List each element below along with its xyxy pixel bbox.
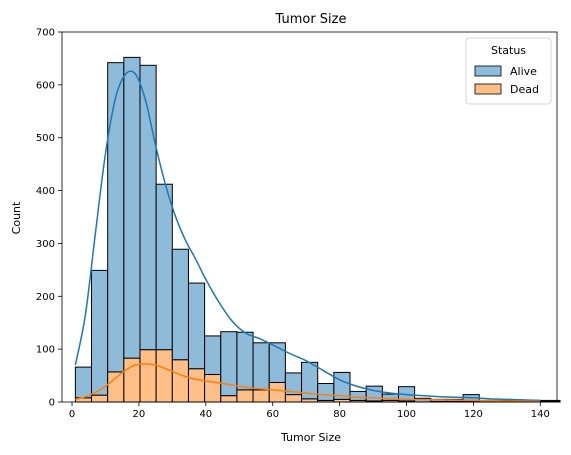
bar-dead-4 — [139, 349, 157, 403]
bar-dead-6 — [171, 359, 189, 403]
bar-alive-0 — [74, 366, 93, 399]
x-tick-label: 120 — [464, 409, 483, 420]
legend: Status Alive Dead — [465, 37, 552, 105]
bar-alive-17 — [349, 390, 367, 401]
x-axis-label: Tumor Size — [280, 431, 341, 444]
x-tick-label: 80 — [333, 409, 346, 420]
kde-line-dead — [75, 363, 541, 403]
bar-alive-6 — [171, 248, 189, 361]
chart-title: Tumor Size — [275, 12, 347, 27]
bar-alive-11 — [252, 342, 270, 391]
bar-dead-10 — [236, 389, 254, 403]
bar-dead-13 — [284, 394, 303, 403]
y-tick-label: 400 — [36, 186, 55, 197]
x-tick-label: 100 — [397, 409, 416, 420]
bar-alive-15 — [317, 383, 335, 401]
legend-swatch-alive — [474, 65, 502, 77]
bar-dead-11 — [252, 389, 270, 403]
bar-alive-1 — [91, 269, 109, 396]
kde-line-alive — [74, 70, 541, 402]
bar-dead-12 — [268, 381, 286, 403]
y-tick-label: 0 — [49, 398, 55, 409]
bar-dead-9 — [220, 395, 238, 403]
bar-alive-29 — [543, 399, 561, 402]
x-tick-label: 20 — [133, 409, 146, 420]
bar-alive-5 — [155, 183, 173, 351]
y-axis-label: Count — [10, 201, 23, 234]
legend-swatch-dead — [474, 83, 502, 95]
bar-alive-8 — [204, 335, 222, 376]
legend-label-alive: Alive — [510, 65, 537, 78]
bar-alive-2 — [107, 62, 125, 373]
y-tick-label: 500 — [36, 133, 55, 144]
bar-dead-7 — [187, 368, 206, 403]
axes-frame — [61, 31, 558, 403]
y-tick-label: 100 — [36, 345, 55, 356]
bar-alive-3 — [123, 56, 141, 359]
x-tick-label: 0 — [69, 409, 75, 420]
legend-title: Status — [491, 44, 526, 57]
bar-alive-12 — [268, 342, 286, 383]
bar-dead-5 — [155, 349, 173, 403]
plot-area: 0 20 40 60 80 100 120 140 0 100 200 300 400 500 600 700 — [36, 28, 561, 420]
x-tick-label: 40 — [199, 409, 212, 420]
bar-alive-10 — [236, 331, 254, 391]
x-tick-label: 140 — [531, 409, 550, 420]
bar-dead-1 — [91, 394, 109, 403]
legend-label-dead: Dead — [510, 83, 539, 96]
x-tick-label: 60 — [266, 409, 279, 420]
y-tick-label: 300 — [36, 239, 55, 250]
y-tick-label: 200 — [36, 292, 55, 303]
bar-dead-2 — [107, 371, 125, 403]
bar-dead-8 — [204, 374, 222, 403]
bar-alive-7 — [187, 282, 206, 370]
y-tick-label: 700 — [36, 28, 55, 39]
y-tick-label: 600 — [36, 80, 55, 91]
